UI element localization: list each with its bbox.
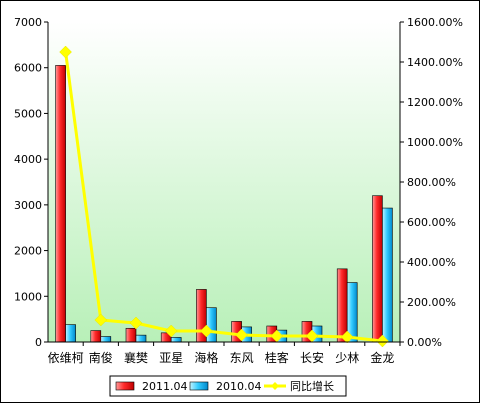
legend-box	[109, 375, 347, 397]
right-tick-label: 1400.00%	[407, 56, 463, 69]
right-tick-label: 800.00%	[407, 176, 456, 189]
bar-series-2	[206, 307, 217, 343]
category-label: 长安	[300, 350, 324, 365]
right-tick-label: 600.00%	[407, 216, 456, 229]
left-tick-label: 7000	[14, 16, 42, 29]
right-tick-label: 0.00%	[407, 336, 442, 349]
left-tick-label: 4000	[14, 153, 42, 166]
bar-series-1	[55, 65, 66, 343]
right-tick-label: 1000.00%	[407, 136, 463, 149]
growth-point	[94, 313, 108, 327]
right-tick-label: 200.00%	[407, 296, 456, 309]
bar-series-2	[65, 324, 76, 343]
growth-point	[164, 324, 178, 338]
category-label: 东风	[230, 351, 254, 365]
legend-label: 2010.04	[216, 380, 262, 393]
bar-series-2	[100, 336, 112, 343]
category-label: 依维柯	[48, 350, 84, 365]
bar-series-1	[90, 330, 102, 343]
right-tick-label: 400.00%	[407, 256, 456, 269]
growth-point	[376, 334, 389, 348]
legend-marker	[271, 382, 279, 390]
left-tick-label: 6000	[14, 62, 42, 75]
legend-label: 同比增长	[290, 379, 334, 393]
category-label: 桂客	[265, 350, 289, 365]
bar-series-2	[135, 334, 147, 343]
left-tick-label: 3000	[14, 199, 42, 212]
left-tick-label: 0	[35, 336, 42, 349]
growth-point	[129, 316, 143, 330]
growth-point	[235, 328, 248, 342]
growth-point	[59, 45, 72, 59]
growth-point	[340, 330, 354, 344]
right-tick-label: 1600.00%	[407, 16, 463, 29]
right-tick-label: 1200.00%	[407, 96, 463, 109]
growth-line	[64, 51, 383, 343]
bar-series-1	[372, 195, 383, 343]
left-tick-label: 5000	[14, 107, 42, 120]
bar-series-2	[170, 337, 182, 343]
category-label: 少林	[335, 351, 359, 365]
left-tick-label: 1000	[14, 290, 42, 303]
legend-swatch	[189, 381, 209, 391]
category-label: 海格	[194, 350, 218, 365]
category-label: 南俊	[89, 350, 113, 365]
legend-swatch	[115, 381, 135, 391]
category-label: 金龙	[370, 350, 394, 365]
left-tick-label: 2000	[14, 245, 42, 258]
category-label: 亚星	[159, 351, 183, 365]
bar-series-1	[336, 268, 348, 343]
bar-series-1	[125, 327, 137, 343]
legend-label: 2011.04	[142, 380, 188, 393]
bar-series-2	[382, 207, 393, 343]
growth-point	[200, 324, 213, 338]
category-label: 襄樊	[124, 350, 148, 365]
